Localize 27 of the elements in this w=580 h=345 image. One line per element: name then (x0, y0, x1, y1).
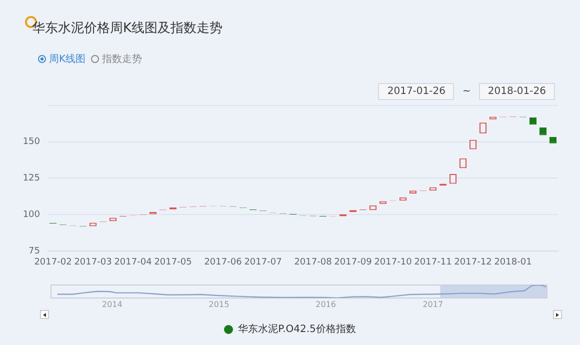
text: ~ (462, 86, 471, 97)
text: 指数走势 (102, 52, 142, 66)
x-tick-label: 2017-07 (244, 258, 282, 268)
x-tick-label: 2015 (208, 300, 230, 309)
x-tick-label: 2017-11 (414, 258, 452, 268)
chart-title: 华东水泥价格周K线图及指数走势 (32, 20, 223, 37)
y-tick-label: 100 (22, 210, 40, 220)
x-tick-label: 2017-04 (114, 258, 152, 268)
x-tick-label: 2017-06 (204, 258, 242, 268)
y-tick-label: 150 (22, 137, 40, 148)
x-tick-label: 2017-05 (154, 258, 192, 268)
text: 周K线图 (49, 52, 86, 66)
text: 2018-01-26 (478, 83, 555, 100)
y-tick-label: 75 (28, 246, 40, 256)
x-tick-label: 2014 (102, 300, 122, 309)
text: 2017-01-26 (378, 83, 454, 100)
x-tick-label: 2017-02 (34, 258, 72, 268)
x-tick-label: 2016 (316, 300, 336, 309)
x-tick-label: 2017-08 (294, 258, 332, 268)
legend-label: 华东水泥P.O42.5价格指数 (238, 322, 356, 336)
x-tick-label: 2017-10 (374, 258, 412, 268)
x-tick-label: 2017-09 (334, 258, 372, 268)
x-tick-label: 2017-03 (74, 258, 112, 268)
y-tick-label: 125 (22, 174, 40, 184)
x-tick-label: 2018-01 (494, 258, 532, 268)
x-tick-label: 2017-12 (454, 258, 492, 268)
x-tick-label: 2017 (422, 300, 444, 309)
